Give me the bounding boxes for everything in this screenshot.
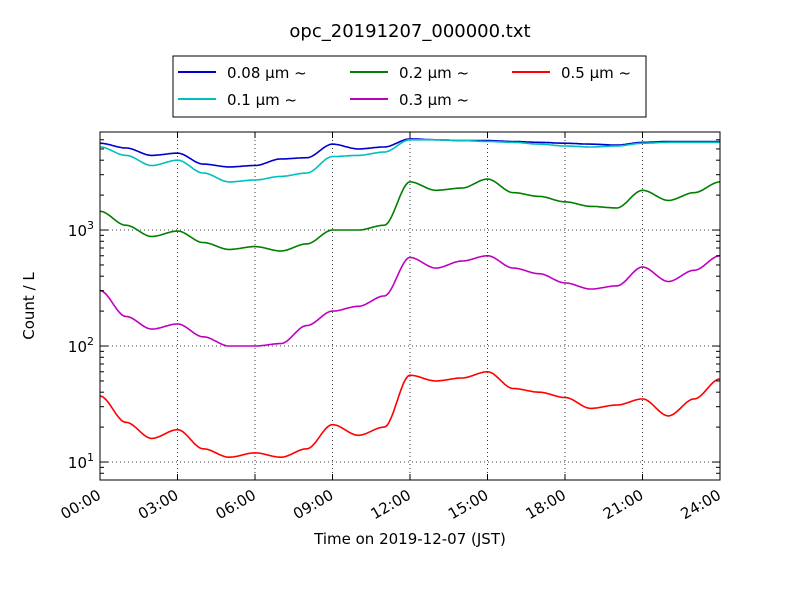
x-tick-label: 21:00 [600, 486, 646, 523]
x-tick-label: 06:00 [213, 486, 259, 523]
series-line-3 [99, 255, 720, 347]
grid-lines [100, 132, 720, 480]
legend-label: 0.3 μm ~ [399, 91, 469, 109]
y-tick-label: 101 [68, 451, 94, 472]
y-tick-label: 102 [68, 335, 94, 356]
series-line-2 [99, 178, 720, 252]
x-tick-label: 24:00 [678, 486, 724, 523]
y-tick-label: 103 [68, 219, 94, 240]
x-tick-label: 18:00 [523, 486, 569, 523]
x-tick-label: 00:00 [58, 486, 104, 523]
x-tick-label: 03:00 [135, 486, 181, 523]
x-tick-label: 12:00 [368, 486, 414, 523]
legend-box [172, 55, 647, 118]
legend-label: 0.1 μm ~ [227, 91, 297, 109]
x-tick-label: 15:00 [445, 486, 491, 523]
series-line-0 [99, 138, 720, 168]
axis-ticks: 00:00 03:00 06:00 09:00 12:00 15:00 18:00 21:00… [58, 131, 724, 523]
series-line-1 [100, 139, 720, 183]
y-axis-label: Count / L [20, 272, 38, 340]
chart-title: opc_20191207_000000.txt [289, 21, 530, 42]
x-tick-label: 09:00 [290, 486, 336, 523]
series-layer [99, 138, 721, 458]
series-line-4 [99, 371, 721, 458]
legend-label: 0.5 μm ~ [561, 64, 631, 82]
legend-label: 0.2 μm ~ [399, 64, 469, 82]
x-axis-label: Time on 2019-12-07 (JST) [313, 530, 506, 548]
legend-label: 0.08 μm ~ [227, 64, 307, 82]
legend: 0.08 μm ~ 0.1 μm ~ 0.2 μm ~ 0.3 μm ~ 0.5 μm … [172, 55, 647, 118]
